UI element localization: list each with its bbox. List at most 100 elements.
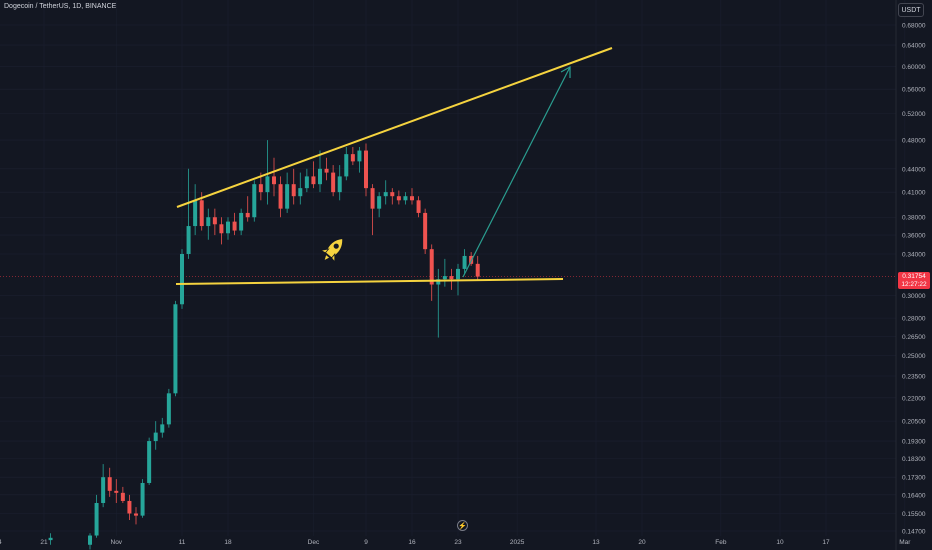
candle — [147, 437, 152, 485]
candle — [166, 388, 171, 428]
candle — [331, 165, 336, 197]
price-tick-label: 0.22000 — [902, 395, 926, 402]
candle-body — [107, 477, 112, 491]
candle-body — [475, 263, 480, 277]
candle — [423, 208, 428, 254]
time-tick-label: 17 — [822, 539, 830, 546]
candle-body — [193, 200, 198, 227]
candle-body — [337, 176, 342, 193]
candle-body — [456, 268, 460, 280]
candle — [88, 533, 92, 550]
candle-body — [147, 441, 152, 483]
current-price-tag: 0.31754 12:27:22 — [898, 272, 930, 289]
candle — [226, 217, 230, 240]
candle — [350, 147, 355, 166]
candle-body — [140, 482, 145, 516]
candle — [140, 479, 145, 518]
projection-arrow-head — [560, 65, 571, 78]
candle — [48, 533, 53, 545]
candle-body — [219, 224, 224, 234]
price-tick-label: 0.36000 — [902, 233, 926, 240]
candle-body — [416, 200, 421, 213]
candle — [337, 165, 342, 201]
candle-body — [370, 188, 375, 209]
candle-body — [364, 150, 368, 189]
candle — [206, 208, 211, 240]
price-tick-label: 0.14700 — [902, 529, 926, 536]
candle-body — [180, 253, 184, 305]
candle-body — [206, 217, 211, 227]
candle — [265, 140, 270, 205]
rocket-icon — [319, 237, 344, 264]
candle — [239, 208, 244, 236]
candle-body — [114, 490, 119, 493]
price-tick-label: 0.26500 — [902, 334, 926, 341]
candle-body — [252, 184, 257, 218]
time-tick-label: 21 — [40, 539, 48, 546]
time-tick-label: 18 — [224, 539, 232, 546]
projection-arrow — [462, 66, 571, 278]
candle — [357, 147, 362, 173]
candle-body — [344, 154, 349, 177]
candle — [134, 507, 138, 525]
candle-body — [245, 212, 250, 218]
candle — [193, 184, 198, 236]
candles — [48, 140, 480, 550]
price-tick-label: 0.28000 — [902, 316, 926, 323]
lightning-icon[interactable]: ⚡ — [457, 520, 468, 531]
currency-button[interactable]: USDT — [898, 3, 924, 17]
price-tick-label: 0.19300 — [902, 439, 926, 446]
time-axis: 14 21 Nov 11 18 Dec 9 16 23 2025 13 20 Feb 10 17 Mar — [0, 539, 911, 546]
price-tick-label: 0.23500 — [902, 374, 926, 381]
candle — [186, 168, 191, 259]
candle — [107, 467, 112, 497]
candle — [304, 168, 309, 193]
candle — [462, 249, 467, 275]
candle — [416, 196, 421, 218]
time-tick-label: 11 — [179, 539, 186, 546]
upper-trendline — [176, 47, 613, 208]
candle — [160, 417, 165, 438]
candle — [219, 217, 224, 245]
candle-body — [94, 503, 99, 536]
candle-body — [278, 184, 283, 209]
candle-body — [462, 255, 467, 269]
price-tick-label: 0.15500 — [902, 511, 926, 518]
candle-body — [120, 492, 125, 501]
candle-body — [285, 184, 290, 209]
time-tick-label: 2025 — [510, 539, 525, 546]
countdown-timer: 12:27:22 — [901, 281, 927, 288]
price-tick-label: 0.18300 — [902, 456, 926, 463]
candle-body — [212, 217, 217, 225]
time-tick-label: Dec — [308, 539, 320, 546]
candle-body — [88, 535, 92, 545]
price-tick-label: 0.17300 — [902, 475, 926, 482]
candle-body — [436, 279, 441, 285]
candle — [285, 172, 290, 213]
candle — [311, 161, 316, 189]
price-tick-label: 0.38000 — [902, 215, 926, 222]
time-tick-label: 14 — [0, 539, 2, 546]
candle-body — [311, 176, 316, 185]
time-tick-label: 16 — [408, 539, 416, 546]
candle — [114, 479, 119, 504]
symbol-title[interactable]: Dogecoin / TetherUS, 1D, BINANCE — [4, 3, 117, 10]
candle — [364, 143, 368, 197]
price-tick-label: 0.20500 — [902, 419, 926, 426]
candle — [245, 196, 250, 222]
candle-body — [239, 212, 244, 231]
time-tick-label: Mar — [899, 539, 911, 546]
candle — [403, 192, 408, 205]
candle-body — [383, 192, 388, 197]
price-tick-label: 0.60000 — [902, 64, 926, 71]
candle — [232, 212, 237, 236]
candle-body — [318, 168, 322, 185]
price-tick-label: 0.44000 — [902, 166, 926, 173]
candle-body — [173, 304, 178, 394]
candle — [442, 258, 447, 287]
time-tick-label: 9 — [364, 539, 368, 546]
candle-body — [226, 221, 230, 234]
candle-body — [429, 249, 434, 285]
price-tick-label: 0.25000 — [902, 353, 926, 360]
